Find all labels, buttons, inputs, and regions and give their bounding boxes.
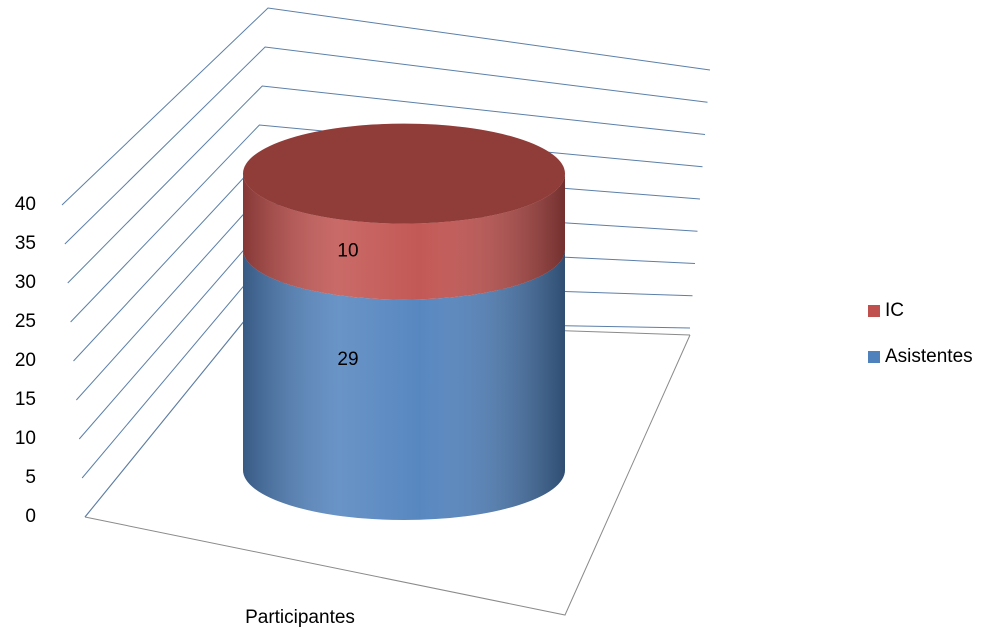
floor-edge	[84, 334, 691, 616]
cylinder-shade	[243, 173, 565, 300]
grid-line	[70, 124, 703, 323]
y-tick-label: 35	[15, 233, 36, 254]
y-tick-label: 5	[25, 467, 36, 488]
y-tick-label: 30	[15, 272, 36, 293]
legend-swatch	[868, 351, 880, 363]
legend-swatch	[868, 305, 880, 317]
y-tick-label: 10	[15, 428, 36, 449]
y-tick-label: 20	[15, 350, 36, 371]
value-label: 10	[337, 241, 358, 262]
y-tick-label: 0	[25, 506, 36, 527]
legend-label: Asistentes	[885, 346, 973, 367]
grid-line	[64, 46, 708, 245]
value-label: 29	[337, 349, 358, 370]
grid-line	[67, 85, 706, 284]
cylinder-top	[243, 123, 565, 224]
cylinder-top-shade	[243, 123, 565, 224]
y-tick-label: 40	[15, 194, 36, 215]
grid-line	[61, 7, 711, 206]
legend-label: IC	[885, 300, 904, 321]
cylinder-shade	[243, 249, 565, 520]
y-tick-label: 25	[15, 311, 36, 332]
category-label: Participantes	[245, 607, 355, 628]
y-tick-label: 15	[15, 389, 36, 410]
